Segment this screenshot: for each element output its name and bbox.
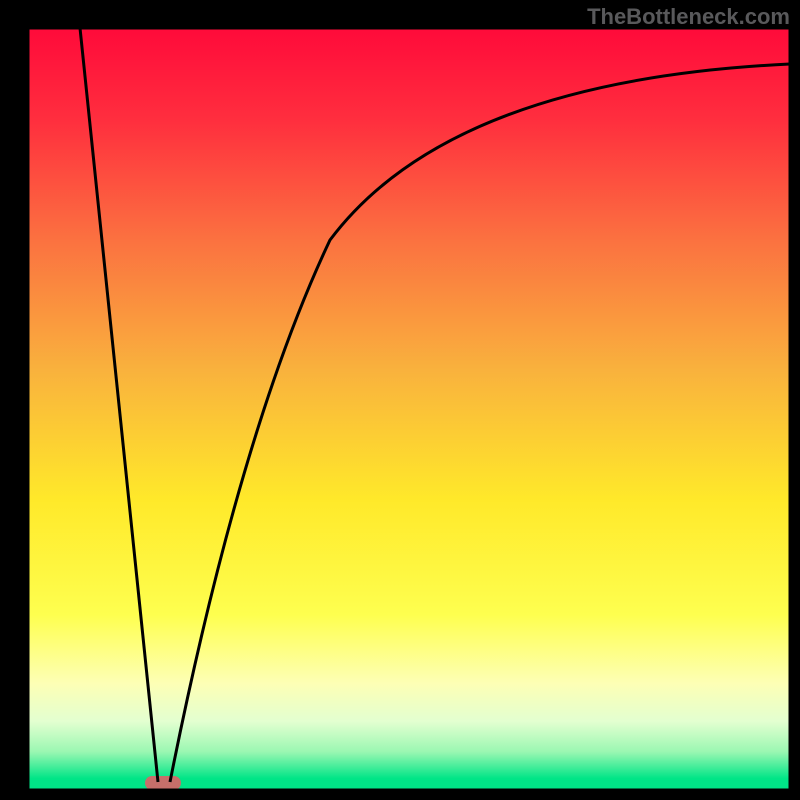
dip-marker xyxy=(145,776,181,790)
bottleneck-chart: TheBottleneck.com xyxy=(0,0,800,800)
watermark-text: TheBottleneck.com xyxy=(587,4,790,30)
plot-area xyxy=(28,28,790,790)
chart-svg xyxy=(0,0,800,800)
